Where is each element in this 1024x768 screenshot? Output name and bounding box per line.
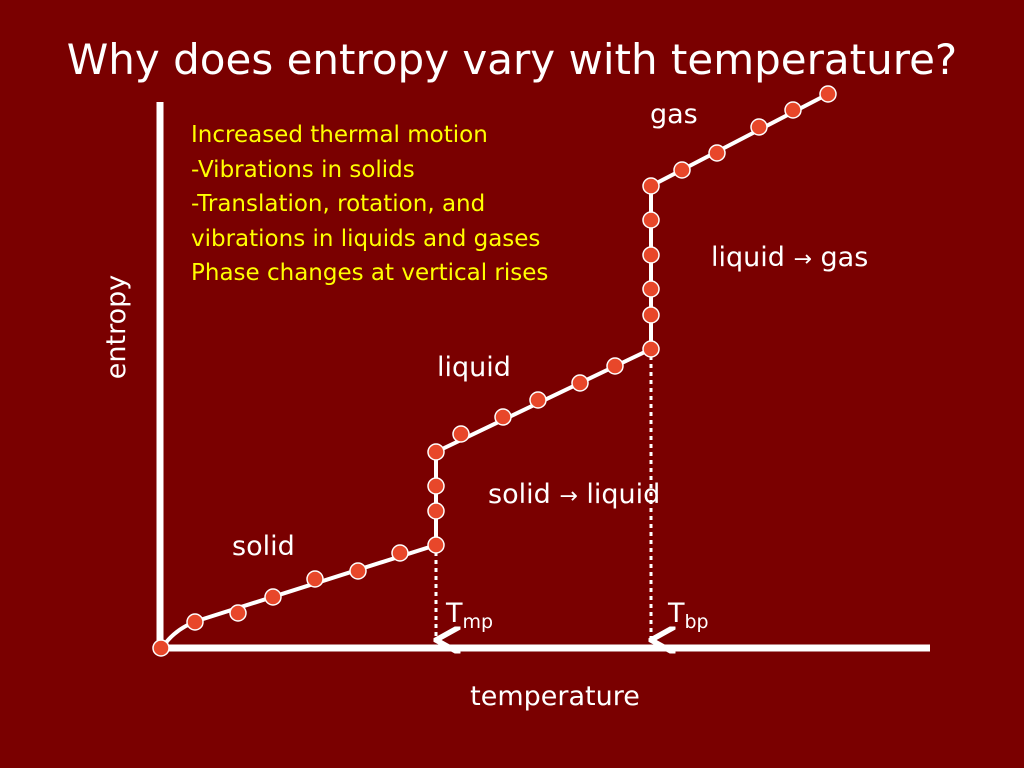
note-line: vibrations in liquids and gases (191, 225, 541, 252)
curve-point (819, 85, 837, 103)
note-line: -Translation, rotation, and (191, 191, 486, 217)
marker-subscript: mp (462, 611, 494, 633)
curve-point (452, 425, 470, 443)
curve-point (152, 639, 170, 657)
marker-boiling-point: Tbp (668, 597, 709, 639)
marker-subscript: bp (684, 611, 709, 633)
marker-melting-point: Tmp (446, 597, 493, 639)
curve-point (427, 536, 445, 554)
marker-symbol: T (668, 598, 685, 629)
label-gas: gas (650, 99, 698, 130)
curve-point (427, 477, 445, 495)
curve-point (306, 570, 324, 588)
curve-point (642, 280, 660, 298)
curve-point (571, 374, 589, 392)
y-axis-label: entropy (101, 274, 132, 380)
marker-symbol: T (446, 598, 463, 629)
curve-point (784, 101, 802, 119)
curve-point (264, 588, 282, 606)
curve-point (642, 177, 660, 195)
curve-point (229, 604, 247, 622)
curve-point (186, 613, 204, 631)
transition-from: liquid (711, 242, 785, 273)
note-line: Increased thermal motion (191, 122, 488, 148)
curve-point (673, 161, 691, 179)
right-arrow-icon: → (559, 484, 578, 509)
label-solid-to-liquid: solid → liquid (488, 478, 660, 514)
curve-point (642, 246, 660, 264)
curve-point (494, 408, 512, 426)
curve-points (152, 85, 837, 657)
curve-point (708, 144, 726, 162)
curve-point (606, 357, 624, 375)
curve-point (642, 211, 660, 229)
transition-to: liquid (586, 479, 661, 510)
transition-to: gas (820, 242, 869, 273)
curve-point (427, 443, 445, 461)
note-line: Phase changes at vertical rises (191, 260, 549, 286)
note-line: -Vibrations in solids (191, 156, 415, 183)
curve-point (427, 502, 445, 520)
curve-point (391, 544, 409, 562)
notes-list: Increased thermal motion -Vibrations in … (191, 118, 548, 291)
curve-point (529, 391, 547, 409)
right-arrow-icon: → (793, 247, 812, 272)
slide-title: Why does entropy vary with temperature? (66, 35, 958, 84)
curve-point (642, 306, 660, 324)
curve-point (642, 340, 660, 358)
x-axis-label: temperature (470, 681, 640, 712)
curve-point (349, 562, 367, 580)
label-liquid-to-gas: liquid → gas (711, 241, 868, 277)
label-liquid: liquid (437, 352, 511, 383)
curve-point (750, 118, 768, 136)
transition-from: solid (488, 479, 551, 510)
label-solid: solid (232, 531, 295, 562)
